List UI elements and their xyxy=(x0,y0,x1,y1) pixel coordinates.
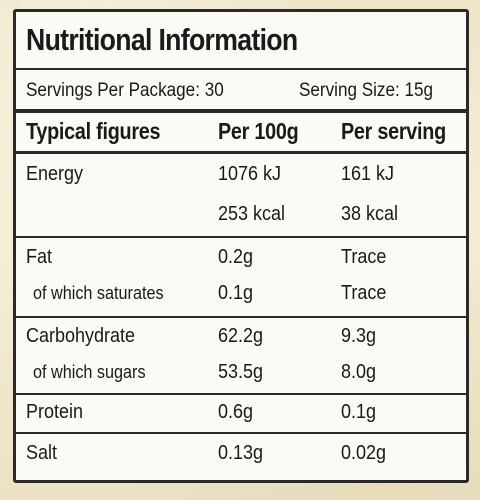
divider xyxy=(16,316,466,318)
sugars-per-100g: 53.5g xyxy=(218,361,264,383)
salt-per-serving: 0.02g xyxy=(341,442,387,464)
divider xyxy=(16,68,466,70)
header-typical-figures: Typical figures xyxy=(26,118,161,144)
row-label-fat: Fat xyxy=(26,246,53,268)
label-title: Nutritional Information xyxy=(26,22,298,57)
energy-kcal-per-serving: 38 kcal xyxy=(341,203,399,225)
fat-per-100g: 0.2g xyxy=(218,246,254,268)
energy-kcal-per-100g: 253 kcal xyxy=(218,203,286,225)
row-label-carbohydrate: Carbohydrate xyxy=(26,325,136,347)
fat-per-serving: Trace xyxy=(341,246,387,268)
energy-kj-per-serving: 161 kJ xyxy=(341,163,395,185)
row-label-energy: Energy xyxy=(26,163,84,185)
divider xyxy=(16,236,466,238)
header-per-serving: Per serving xyxy=(341,118,446,144)
saturates-per-serving: Trace xyxy=(341,282,387,304)
energy-kj-per-100g: 1076 kJ xyxy=(218,163,282,185)
row-label-salt: Salt xyxy=(26,442,58,464)
divider xyxy=(16,432,466,434)
carbohydrate-per-100g: 62.2g xyxy=(218,325,264,347)
nutrition-label: Nutritional Information Servings Per Pac… xyxy=(13,9,469,483)
serving-size: Serving Size: 15g xyxy=(299,80,434,101)
divider xyxy=(16,151,466,154)
servings-per-package: Servings Per Package: 30 xyxy=(26,80,224,101)
saturates-per-100g: 0.1g xyxy=(218,282,254,304)
divider-thick xyxy=(16,109,466,113)
salt-per-100g: 0.13g xyxy=(218,442,264,464)
header-per-100g: Per 100g xyxy=(218,118,299,144)
divider xyxy=(16,393,466,395)
protein-per-serving: 0.1g xyxy=(341,401,377,423)
sugars-per-serving: 8.0g xyxy=(341,361,377,383)
carbohydrate-per-serving: 9.3g xyxy=(341,325,377,347)
row-label-protein: Protein xyxy=(26,401,84,423)
row-label-saturates: of which saturates xyxy=(33,283,164,303)
row-label-sugars: of which sugars xyxy=(33,362,146,382)
protein-per-100g: 0.6g xyxy=(218,401,254,423)
